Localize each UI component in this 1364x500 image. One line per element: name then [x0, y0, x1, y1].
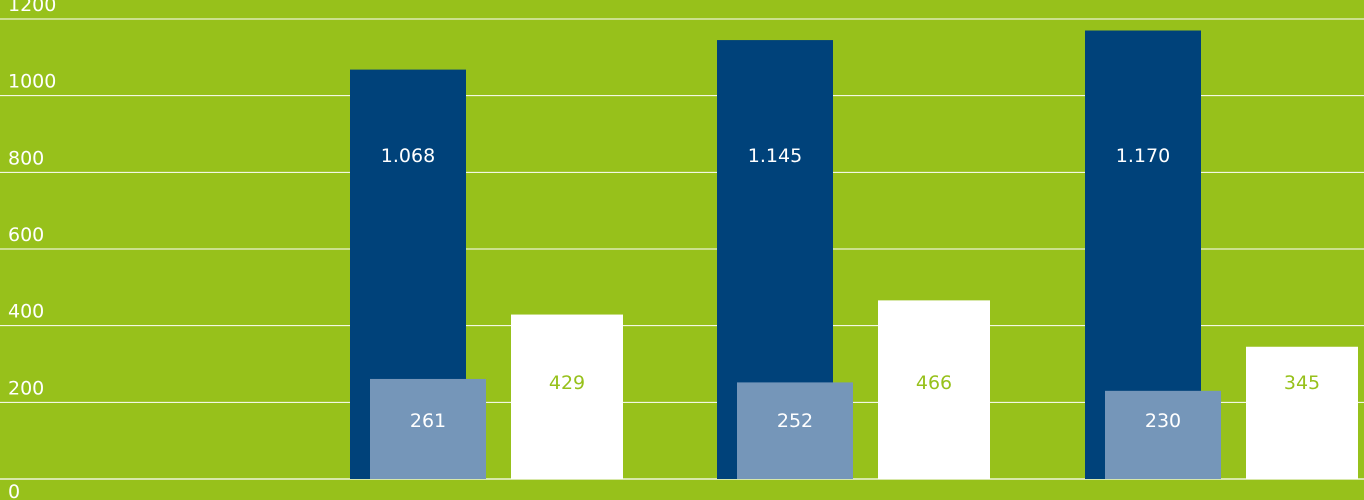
bar-series2-group3 [1105, 390, 1221, 479]
y-tick-label-200: 200 [8, 377, 44, 399]
data-label-series3-group3: 345 [1284, 372, 1320, 394]
y-axis-ticks: 0 200 400 600 800 1000 1200 [8, 0, 56, 500]
bar-series3-group2 [878, 300, 990, 479]
y-tick-label-600: 600 [8, 224, 44, 246]
data-label-series1-group1: 1.068 [381, 145, 435, 167]
data-label-series2-group2: 252 [777, 410, 813, 432]
data-label-series3-group2: 466 [916, 372, 952, 394]
bar-series3-group3 [1246, 346, 1358, 479]
data-label-series1-group3: 1.170 [1116, 145, 1170, 167]
bar-series3-group1 [511, 314, 623, 479]
bar-series2-group1 [370, 378, 486, 479]
bars-layer [350, 30, 1358, 479]
y-tick-label-800: 800 [8, 147, 44, 169]
y-tick-label-0: 0 [8, 481, 20, 500]
bar-series2-group2 [737, 382, 853, 479]
y-tick-label-400: 400 [8, 301, 44, 323]
y-tick-label-1200: 1200 [8, 0, 56, 16]
y-tick-label-1000: 1000 [8, 71, 56, 93]
data-label-series1-group2: 1.145 [748, 145, 802, 167]
data-labels-layer: 1.068 1.145 1.170 261 252 230 429 466 345 [381, 145, 1320, 432]
data-label-series3-group1: 429 [549, 372, 585, 394]
data-label-series2-group1: 261 [410, 410, 446, 432]
data-label-series2-group3: 230 [1145, 410, 1181, 432]
